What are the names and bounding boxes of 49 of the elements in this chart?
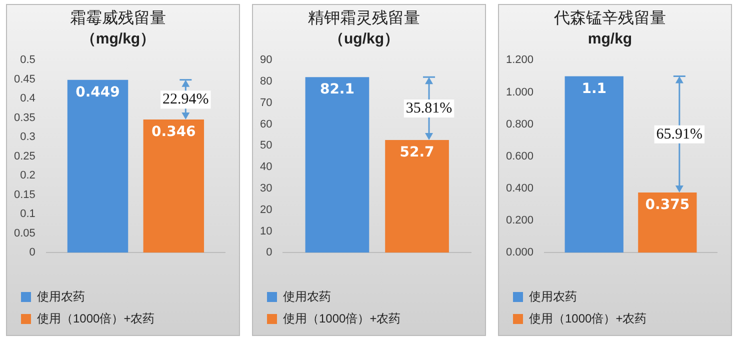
- y-tick-label: 20: [260, 204, 272, 216]
- y-tick-label: 0.45: [14, 73, 36, 86]
- legend-label: 使用（1000倍）+农药: [37, 311, 155, 326]
- legend-label: 使用农药: [529, 289, 577, 304]
- y-tick-label: 40: [260, 161, 272, 174]
- y-tick-label: 0.400: [506, 182, 534, 194]
- y-tick-label: 0.05: [14, 227, 36, 240]
- legend-label: 使用（1000倍）+农药: [529, 311, 647, 326]
- y-tick-label: 0.000: [506, 246, 534, 259]
- chart-subtitle: （ug/kg）: [329, 30, 399, 48]
- data-label: 0.346: [152, 124, 196, 140]
- y-tick-label: 0.25: [14, 150, 36, 162]
- chart-title: 精钾霜灵残留量: [308, 9, 420, 28]
- y-tick-label: 10: [260, 225, 272, 238]
- y-tick-label: 30: [260, 182, 272, 194]
- y-tick-label: 70: [260, 96, 272, 109]
- y-tick-label: 0.2: [20, 170, 36, 182]
- data-label: 0.375: [645, 197, 690, 214]
- y-tick-label: 0.4: [20, 92, 36, 105]
- y-tick-label: 1.000: [506, 86, 534, 98]
- y-tick-label: 0: [266, 246, 272, 259]
- data-label: 82.1: [320, 82, 354, 98]
- data-label: 0.449: [76, 84, 120, 100]
- chart-title: 代森锰辛残留量: [553, 9, 666, 28]
- annotation: 22.94%: [162, 92, 209, 108]
- data-label: 1.1: [582, 80, 607, 97]
- y-tick-label: 0: [29, 246, 36, 259]
- annotation: 35.81%: [406, 100, 452, 116]
- y-tick-label: 1.200: [506, 54, 534, 66]
- data-label: 52.7: [400, 144, 434, 161]
- annotation: 65.91%: [656, 126, 703, 142]
- y-tick-label: 0.600: [506, 150, 534, 162]
- y-tick-label: 60: [260, 118, 272, 130]
- chart-title: 霜霉威残留量: [70, 9, 166, 28]
- y-tick-label: 0.800: [506, 118, 534, 130]
- legend-label: 使用（1000倍）+农药: [283, 311, 401, 326]
- y-tick-label: 0.35: [14, 112, 36, 124]
- chart-subtitle: （mg/kg）: [80, 30, 156, 48]
- y-tick-label: 0.15: [14, 188, 36, 201]
- chart-subtitle: mg/kg: [588, 30, 632, 48]
- y-tick-label: 0.200: [506, 214, 534, 227]
- y-tick-label: 90: [260, 54, 272, 66]
- y-tick-label: 80: [260, 76, 272, 88]
- y-tick-label: 50: [260, 140, 272, 152]
- y-tick-label: 0.5: [20, 54, 36, 66]
- y-tick-label: 0.3: [20, 131, 36, 144]
- y-tick-label: 0.1: [20, 208, 36, 220]
- legend-label: 使用农药: [283, 289, 331, 304]
- legend-label: 使用农药: [37, 289, 85, 304]
